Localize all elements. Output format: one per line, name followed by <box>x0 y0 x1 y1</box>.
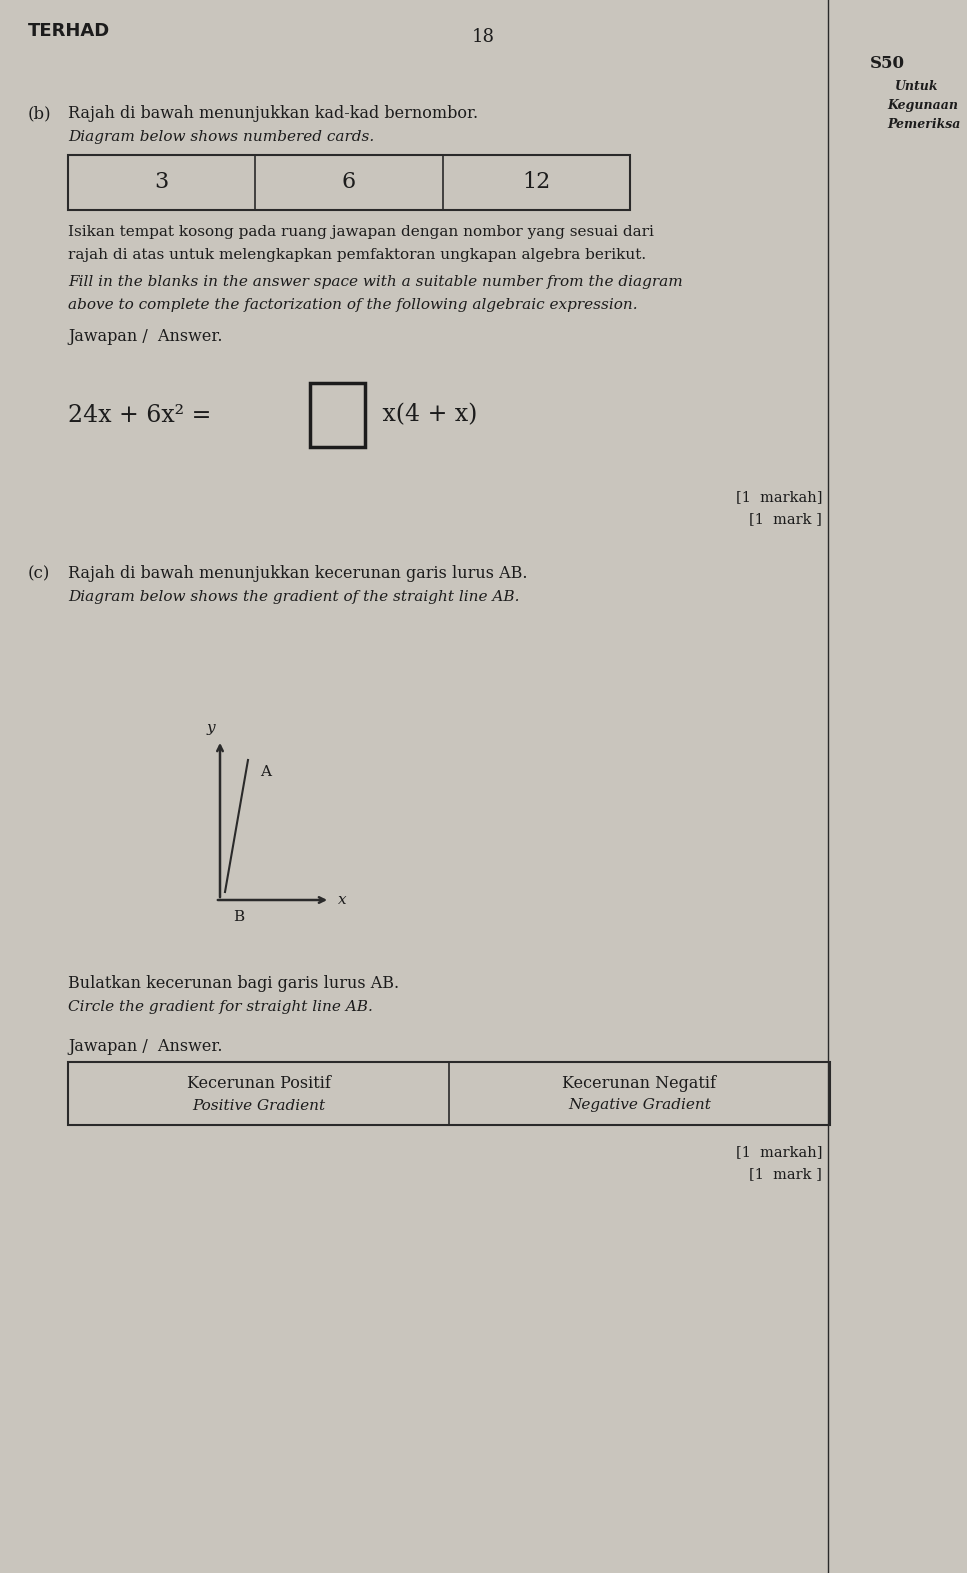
Text: [1  mark ]: [1 mark ] <box>749 511 822 525</box>
Text: Positive Gradient: Positive Gradient <box>191 1098 325 1112</box>
Text: Bulatkan kecerunan bagi garis lurus AB.: Bulatkan kecerunan bagi garis lurus AB. <box>68 975 399 993</box>
Text: 18: 18 <box>472 28 494 46</box>
Text: Negative Gradient: Negative Gradient <box>568 1098 711 1112</box>
Text: Kecerunan Negatif: Kecerunan Negatif <box>563 1074 717 1092</box>
Text: Jawapan /  Answer.: Jawapan / Answer. <box>68 329 222 344</box>
Text: Pemeriksa: Pemeriksa <box>887 118 960 131</box>
Text: Jawapan /  Answer.: Jawapan / Answer. <box>68 1038 222 1055</box>
Text: (b): (b) <box>28 105 51 123</box>
Text: y: y <box>206 720 215 735</box>
Text: Untuk: Untuk <box>895 80 939 93</box>
Text: Kegunaan: Kegunaan <box>887 99 958 112</box>
Text: x(4 + x): x(4 + x) <box>375 404 478 426</box>
Text: 6: 6 <box>342 171 356 193</box>
Text: [1  mark ]: [1 mark ] <box>749 1167 822 1181</box>
Text: A: A <box>260 764 271 779</box>
Text: 3: 3 <box>155 171 169 193</box>
Bar <box>310 382 365 447</box>
Text: TERHAD: TERHAD <box>28 22 110 39</box>
Text: S50: S50 <box>870 55 905 72</box>
Bar <box>68 156 630 211</box>
Text: [1  markah]: [1 markah] <box>736 1145 822 1159</box>
Text: [1  markah]: [1 markah] <box>736 491 822 503</box>
Text: rajah di atas untuk melengkapkan pemfaktoran ungkapan algebra berikut.: rajah di atas untuk melengkapkan pemfakt… <box>68 249 646 263</box>
Text: (c): (c) <box>28 565 50 582</box>
Bar <box>68 1062 830 1125</box>
Text: x: x <box>338 893 346 908</box>
Text: B: B <box>233 911 244 923</box>
Text: Fill in the blanks in the answer space with a suitable number from the diagram: Fill in the blanks in the answer space w… <box>68 275 683 289</box>
Text: above to complete the factorization of the following algebraic expression.: above to complete the factorization of t… <box>68 297 637 311</box>
Text: Rajah di bawah menunjukkan kecerunan garis lurus AB.: Rajah di bawah menunjukkan kecerunan gar… <box>68 565 528 582</box>
Text: Diagram below shows the gradient of the straight line AB.: Diagram below shows the gradient of the … <box>68 590 519 604</box>
Text: Kecerunan Positif: Kecerunan Positif <box>187 1074 331 1092</box>
Text: 12: 12 <box>522 171 550 193</box>
Text: 24x + 6x² =: 24x + 6x² = <box>68 404 219 426</box>
Text: Circle the gradient for straight line AB.: Circle the gradient for straight line AB… <box>68 1000 373 1015</box>
Text: Rajah di bawah menunjukkan kad-kad bernombor.: Rajah di bawah menunjukkan kad-kad berno… <box>68 105 478 123</box>
Text: Isikan tempat kosong pada ruang jawapan dengan nombor yang sesuai dari: Isikan tempat kosong pada ruang jawapan … <box>68 225 654 239</box>
Text: Diagram below shows numbered cards.: Diagram below shows numbered cards. <box>68 131 374 145</box>
